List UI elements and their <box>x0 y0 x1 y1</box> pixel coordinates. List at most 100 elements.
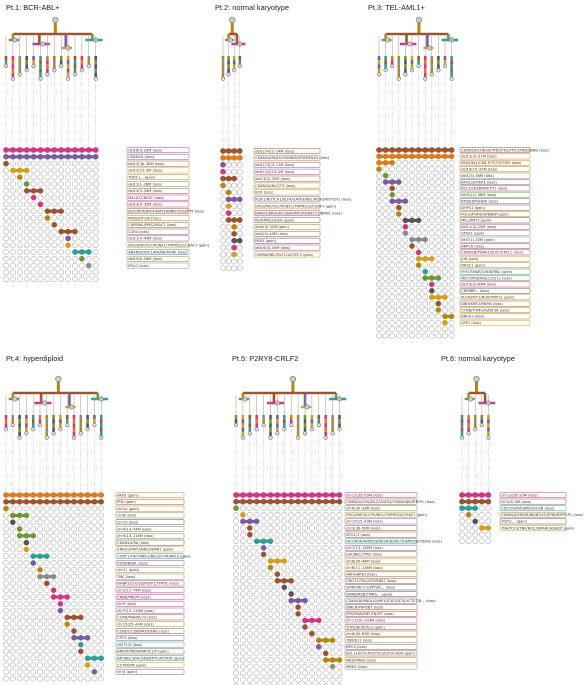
event-label: MALAT1/NEAT (loss) <box>128 196 164 200</box>
label-box <box>115 580 185 587</box>
event-label: del1(14)(1–14M (loss) <box>255 149 295 153</box>
event-dot-empty <box>16 194 23 201</box>
label-box <box>499 498 567 505</box>
event-dot-empty <box>409 166 415 173</box>
event-dot-empty <box>409 230 415 237</box>
event-dot-empty <box>281 663 288 670</box>
event-dot-empty <box>315 663 322 670</box>
event-dot-filled <box>220 168 226 175</box>
event-dot-filled <box>37 153 44 160</box>
event-dot-filled <box>336 492 343 498</box>
event-dot-filled <box>428 255 435 262</box>
event-dot-empty <box>322 525 329 531</box>
event-dot-empty <box>472 538 479 545</box>
event-dot-empty <box>23 215 30 221</box>
event-dot-empty <box>225 251 232 258</box>
event-label: NR3C1 (gain) <box>461 264 486 268</box>
label-box <box>253 210 321 216</box>
event-dot-filled <box>225 148 232 154</box>
label-box <box>344 525 418 531</box>
leaf-node <box>323 435 328 440</box>
leaf-node <box>72 72 78 77</box>
event-dot-empty <box>402 179 409 185</box>
event-dot-empty <box>302 591 308 597</box>
event-dot-empty <box>274 564 281 571</box>
event-dot-empty <box>98 668 105 675</box>
leaf-node <box>232 68 237 73</box>
label-box <box>115 492 185 498</box>
event-dot-empty <box>295 531 301 538</box>
event-dot-empty <box>442 198 448 205</box>
event-dot-empty <box>51 235 58 242</box>
event-grid: chr12(35–53M (loss)CDKN2A/CHL/DLG/GATA3/… <box>233 492 442 685</box>
event-dot-empty <box>240 544 246 551</box>
event-dot-empty <box>71 573 77 580</box>
event-dot-empty <box>288 551 295 558</box>
event-dot-empty <box>472 531 479 538</box>
event-dot-empty <box>409 275 415 281</box>
event-dot-empty <box>395 332 402 339</box>
event-dot-empty <box>376 204 382 211</box>
event-dot-empty <box>30 614 37 621</box>
event-dot-empty <box>37 262 44 269</box>
event-dot-filled <box>274 498 281 505</box>
event-dot-empty <box>92 174 99 181</box>
event-dot-empty <box>329 544 336 551</box>
event-label: MEL/KMT2 (gain) <box>461 219 492 223</box>
label-box <box>126 255 190 262</box>
event-dot-empty <box>57 539 64 546</box>
event-dot-empty <box>220 251 226 258</box>
event-dot-empty <box>302 604 308 611</box>
event-dot-empty <box>37 221 44 228</box>
event-dot-empty <box>435 326 442 333</box>
event-dot-empty <box>315 525 322 531</box>
event-dot-empty <box>30 573 37 580</box>
event-dot-empty <box>240 564 246 571</box>
event-dot-empty <box>322 538 329 545</box>
event-label: chr4(13–118M (loss) <box>117 534 154 538</box>
event-dot-empty <box>260 657 267 663</box>
event-dot-filled <box>85 262 92 269</box>
event-dot-empty <box>382 255 389 262</box>
event-dot-empty <box>91 539 98 546</box>
event-dot-filled <box>231 251 238 258</box>
leaf-node <box>58 427 63 432</box>
event-dot-empty <box>98 573 105 580</box>
event-dot-filled <box>274 492 281 498</box>
event-dot-empty <box>295 637 301 644</box>
event-dot-filled <box>220 148 226 154</box>
event-dot-filled <box>395 204 402 211</box>
event-dot-empty <box>253 657 260 663</box>
event-label: chr9 (loss) <box>117 602 137 606</box>
event-dot-empty <box>30 648 37 655</box>
event-dot-empty <box>44 174 51 181</box>
event-dot-filled <box>253 498 260 505</box>
event-dot-empty <box>448 166 455 173</box>
label-box <box>344 558 418 564</box>
event-dot-empty <box>428 191 435 198</box>
event-dot-empty <box>3 174 9 181</box>
event-dot-empty <box>435 230 442 237</box>
leaf-node <box>383 68 388 73</box>
event-dot-empty <box>91 600 98 607</box>
event-dot-empty <box>16 560 23 566</box>
event-dot-empty <box>322 571 329 578</box>
event-dot-empty <box>3 600 9 607</box>
event-dot-empty <box>309 591 315 597</box>
event-dot-empty <box>3 628 9 634</box>
event-dot-empty <box>77 600 84 607</box>
event-dot-empty <box>382 185 389 192</box>
event-dot-empty <box>92 187 99 194</box>
label-box <box>459 198 531 205</box>
event-dot-empty <box>309 505 315 512</box>
event-dot-empty <box>281 538 288 545</box>
label-box <box>344 624 418 630</box>
event-dot-filled <box>309 617 315 624</box>
event-dot-empty <box>459 518 465 525</box>
event-dot-empty <box>240 624 246 630</box>
panel-title: Pt.1: BCR-ABL+ <box>6 3 60 12</box>
event-dot-empty <box>65 262 71 269</box>
event-dot-empty <box>336 591 343 597</box>
event-dot-empty <box>322 624 329 630</box>
event-dot-empty <box>415 211 422 217</box>
